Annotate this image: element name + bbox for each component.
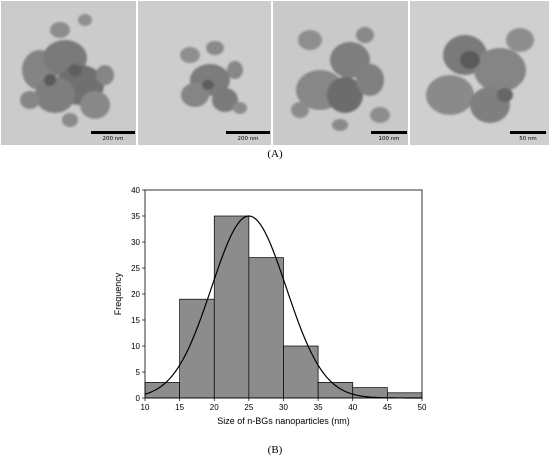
size-distribution-histogram: 10 15 20 25 30 35 40 45 50 0 5 10 15 20 25 30 35 40 Size… (113, 186, 427, 426)
y-tick-label-2: 10 (131, 342, 140, 351)
scale-bar-3: 100 nm (371, 131, 407, 142)
panel-b-label: (B) (267, 444, 283, 456)
normal-fit-curve (144, 215, 422, 399)
scale-bar-4: 50 nm (510, 131, 546, 142)
y-tick-label-0: 0 (136, 394, 141, 403)
y-tick-label-6: 30 (131, 238, 140, 247)
histogram-bar-8 (387, 392, 423, 399)
tem-image-3 (273, 1, 408, 145)
x-tick-label-5: 35 (314, 403, 323, 412)
svg-text:100 nm: 100 nm (378, 136, 399, 142)
svg-text:200 nm: 200 nm (237, 136, 258, 142)
svg-text:200 nm: 200 nm (102, 136, 123, 142)
y-axis-title: Frequency (113, 272, 123, 315)
y-tick-label-3: 15 (131, 316, 140, 325)
panel-a-label: (A) (267, 148, 283, 160)
tem-image-4 (410, 1, 549, 145)
x-tick-label-1: 15 (175, 403, 184, 412)
x-tick-label-0: 10 (141, 403, 150, 412)
tem-image-2 (138, 1, 271, 145)
histogram-bar-4 (248, 257, 284, 399)
histogram-bars (144, 215, 423, 399)
y-tick-label-1: 5 (136, 368, 141, 377)
x-tick-label-8: 50 (418, 403, 427, 412)
histogram-bar-2 (179, 298, 215, 399)
y-tick-label-5: 25 (131, 264, 140, 273)
x-tick-label-2: 20 (210, 403, 219, 412)
scale-bar-2: 200 nm (226, 131, 270, 142)
histogram-bar-5 (283, 345, 319, 399)
x-tick-label-7: 45 (383, 403, 392, 412)
x-tick-label-4: 30 (279, 403, 288, 412)
x-axis-ticks: 10 15 20 25 30 35 40 45 50 (141, 398, 427, 412)
x-axis-title: Size of n-BGs nanoparticles (nm) (217, 416, 350, 426)
y-tick-label-4: 20 (131, 290, 140, 299)
tem-image-1 (1, 1, 136, 145)
y-tick-label-7: 35 (131, 212, 140, 221)
y-tick-label-8: 40 (131, 186, 140, 195)
histogram-bar-7 (352, 387, 388, 399)
y-axis-ticks: 0 5 10 15 20 25 30 35 40 (131, 186, 145, 403)
x-tick-label-6: 40 (348, 403, 357, 412)
tem-image-strip: 200 nm 200 nm 100 nm 50 nm (1, 1, 549, 145)
histogram-bar-3 (213, 215, 250, 399)
x-tick-label-3: 25 (244, 403, 253, 412)
svg-text:50 nm: 50 nm (519, 136, 537, 142)
scale-bar-1: 200 nm (91, 131, 135, 142)
